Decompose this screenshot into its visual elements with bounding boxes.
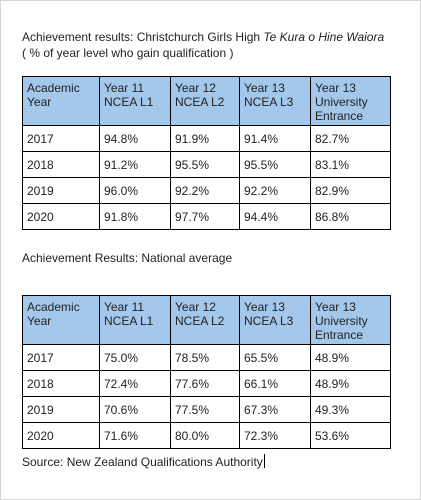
table-row: 2019 70.6% 77.5% 67.3% 49.3%	[22, 396, 391, 423]
school-results-title: Achievement results: Christchurch Girls …	[22, 29, 384, 45]
table-row: 2020 91.8% 97.7% 94.4% 86.8%	[22, 203, 391, 230]
text-cursor	[263, 454, 265, 468]
table-cell: 95.5%	[170, 151, 240, 178]
school-results-subtitle: ( % of year level who gain qualification…	[22, 46, 234, 60]
table-cell: 77.5%	[170, 396, 240, 423]
table-header-row: Academic Year Year 11 NCEA L1 Year 12 NC…	[22, 295, 391, 345]
table-row: 2017 94.8% 91.9% 91.4% 82.7%	[22, 125, 391, 152]
header-year13-university-entrance: Year 13 University Entrance	[310, 76, 391, 126]
table-row: 2017 75.0% 78.5% 65.5% 48.9%	[22, 344, 391, 371]
table-cell: 67.3%	[239, 396, 311, 423]
table-cell: 97.7%	[170, 203, 240, 230]
table-cell: 91.8%	[99, 203, 171, 230]
table-cell: 80.0%	[170, 422, 240, 449]
header-year13-university-entrance: Year 13 University Entrance	[310, 295, 391, 345]
table-cell: 94.8%	[99, 125, 171, 152]
table-row: 2018 72.4% 77.6% 66.1% 48.9%	[22, 370, 391, 397]
school-results-table: Academic Year Year 11 NCEA L1 Year 12 NC…	[22, 76, 391, 230]
header-year11-ncea-l1: Year 11 NCEA L1	[99, 76, 171, 126]
table-cell: 2018	[22, 370, 100, 397]
header-year13-ncea-l3: Year 13 NCEA L3	[239, 76, 311, 126]
table-cell: 94.4%	[239, 203, 311, 230]
table-header-row: Academic Year Year 11 NCEA L1 Year 12 NC…	[22, 76, 391, 126]
table-cell: 49.3%	[310, 396, 391, 423]
table-cell: 2018	[22, 151, 100, 178]
table-row: 2019 96.0% 92.2% 92.2% 82.9%	[22, 177, 391, 204]
table-cell: 77.6%	[170, 370, 240, 397]
table-cell: 48.9%	[310, 344, 391, 371]
table-cell: 92.2%	[239, 177, 311, 204]
table-cell: 78.5%	[170, 344, 240, 371]
table-cell: 53.6%	[310, 422, 391, 449]
table-cell: 91.9%	[170, 125, 240, 152]
table-cell: 96.0%	[99, 177, 171, 204]
table-cell: 2020	[22, 422, 100, 449]
table-cell: 2017	[22, 344, 100, 371]
header-academic-year: Academic Year	[22, 76, 100, 126]
table-cell: 92.2%	[170, 177, 240, 204]
table-cell: 82.7%	[310, 125, 391, 152]
table-cell: 72.3%	[239, 422, 311, 449]
table-cell: 2019	[22, 396, 100, 423]
national-average-table: Academic Year Year 11 NCEA L1 Year 12 NC…	[22, 295, 391, 449]
table-cell: 71.6%	[99, 422, 171, 449]
table-cell: 66.1%	[239, 370, 311, 397]
table-cell: 65.5%	[239, 344, 311, 371]
school-results-title-text: Achievement results: Christchurch Girls …	[22, 30, 264, 44]
source-text: Source: New Zealand Qualifications Autho…	[22, 455, 263, 469]
table-cell: 95.5%	[239, 151, 311, 178]
table-cell: 83.1%	[310, 151, 391, 178]
table-cell: 2020	[22, 203, 100, 230]
table-cell: 91.4%	[239, 125, 311, 152]
table-row: 2020 71.6% 80.0% 72.3% 53.6%	[22, 422, 391, 449]
table-cell: 2017	[22, 125, 100, 152]
table-cell: 82.9%	[310, 177, 391, 204]
table-cell: 91.2%	[99, 151, 171, 178]
header-year12-ncea-l2: Year 12 NCEA L2	[170, 295, 240, 345]
table-row: 2018 91.2% 95.5% 95.5% 83.1%	[22, 151, 391, 178]
header-year12-ncea-l2: Year 12 NCEA L2	[170, 76, 240, 126]
national-average-title: Achievement Results: National average	[22, 251, 233, 265]
source-line[interactable]: Source: New Zealand Qualifications Autho…	[22, 454, 265, 470]
table-cell: 2019	[22, 177, 100, 204]
header-year13-ncea-l3: Year 13 NCEA L3	[239, 295, 311, 345]
table-cell: 72.4%	[99, 370, 171, 397]
header-year11-ncea-l1: Year 11 NCEA L1	[99, 295, 171, 345]
school-maori-name: Te Kura o Hine Waiora	[263, 30, 385, 44]
table-cell: 86.8%	[310, 203, 391, 230]
header-academic-year: Academic Year	[22, 295, 100, 345]
table-cell: 75.0%	[99, 344, 171, 371]
table-cell: 70.6%	[99, 396, 171, 423]
table-cell: 48.9%	[310, 370, 391, 397]
